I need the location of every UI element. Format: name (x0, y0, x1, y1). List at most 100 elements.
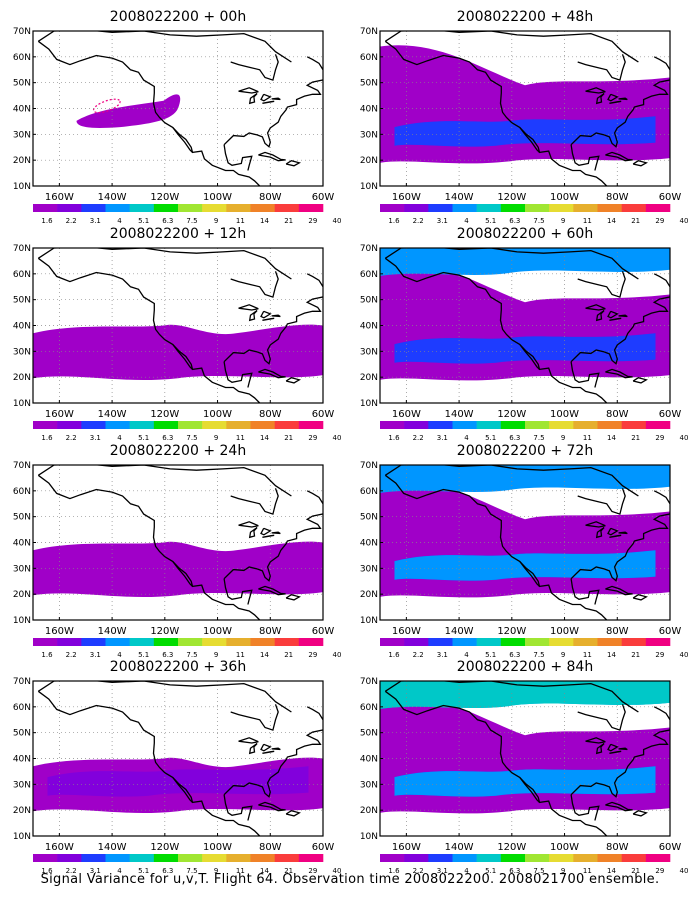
legend-label: 4 (464, 651, 469, 659)
legend-label: 1.6 (388, 651, 400, 659)
legend-swatch (274, 421, 300, 429)
coastline (618, 747, 628, 751)
lat-tick-label: 30N (360, 347, 378, 357)
lon-tick-label: 120W (150, 626, 179, 637)
legend-label: 2.2 (413, 867, 424, 875)
legend-swatch (298, 421, 324, 429)
legend-label: 3.1 (90, 867, 101, 875)
legend-label: 5.1 (485, 217, 496, 225)
variance-shading (394, 766, 656, 797)
legend-label: 7.5 (533, 867, 544, 875)
legend-label: 14 (260, 651, 269, 659)
legend-label: 5.1 (138, 867, 149, 875)
coastline (262, 750, 275, 754)
lon-tick-label: 140W (98, 192, 127, 203)
coastline (230, 271, 279, 298)
legend-label: 4 (464, 434, 469, 442)
lat-tick-label: 40N (360, 539, 378, 549)
legend-label: 14 (607, 217, 616, 225)
lon-tick-label: 60W (312, 192, 335, 203)
legend-label: 9 (214, 651, 218, 659)
coastline (37, 40, 261, 186)
coastline (384, 474, 608, 620)
lat-tick-label: 60N (13, 487, 31, 497)
legend-swatch (428, 204, 453, 212)
legend-label: 40 (333, 867, 342, 875)
legend-label: 4 (117, 217, 122, 225)
color-legend: 1.6 2.2 3.1 4 5.1 6.3 7.5 9 11 14 21 29 40 (33, 854, 341, 875)
coastline (230, 704, 279, 731)
panel-title: 2008022200 + 12h (110, 226, 246, 242)
lat-tick-label: 50N (360, 513, 378, 523)
legend-label: 29 (655, 867, 664, 875)
coastline (37, 31, 292, 63)
legend-swatch (57, 638, 82, 646)
lat-tick-label: 60N (13, 270, 31, 280)
coastline (609, 534, 622, 538)
lat-tick-label: 50N (13, 296, 31, 306)
legend-swatch (57, 854, 82, 862)
lon-tick-label: 140W (445, 626, 474, 637)
legend-label: 7.5 (186, 434, 197, 442)
coastline (271, 97, 281, 101)
coastline (632, 159, 649, 167)
legend-label: 1.6 (388, 217, 400, 225)
lon-tick-label: 160W (45, 842, 74, 853)
coastline (618, 314, 628, 318)
legend-label: 9 (561, 434, 565, 442)
coastline (285, 809, 301, 817)
lon-tick-label: 80W (259, 842, 282, 853)
legend-label: 3.1 (437, 651, 448, 659)
lat-tick-label: 40N (360, 755, 378, 765)
coastline (37, 248, 292, 280)
legend-label: 29 (308, 217, 317, 225)
lat-tick-label: 50N (13, 729, 31, 739)
coastline (248, 309, 258, 322)
lon-tick-label: 100W (203, 192, 232, 203)
legend-swatch (549, 421, 574, 429)
legend-swatch (380, 421, 405, 429)
legend-label: 7.5 (186, 867, 197, 875)
coastline (271, 314, 281, 318)
coastline (618, 531, 628, 535)
legend-swatch (500, 854, 526, 862)
legend-label: 21 (284, 651, 293, 659)
legend-label: 11 (236, 651, 245, 659)
legend-swatch (153, 421, 179, 429)
coastline (570, 144, 600, 171)
legend-swatch (202, 204, 227, 212)
lat-tick-label: 40N (13, 105, 31, 115)
lat-tick-label: 10N (360, 616, 378, 626)
variance-shading (33, 324, 323, 380)
legend-label: 6.3 (162, 867, 173, 875)
legend-swatch (81, 421, 106, 429)
legend-swatch (105, 204, 130, 212)
legend-label: 29 (308, 651, 317, 659)
legend-label: 11 (583, 217, 592, 225)
lat-tick-label: 10N (13, 832, 31, 842)
legend-label: 21 (631, 217, 640, 225)
legend-swatch (621, 204, 647, 212)
legend-label: 29 (655, 434, 664, 442)
legend-label: 29 (308, 867, 317, 875)
lon-tick-label: 60W (659, 626, 682, 637)
lon-tick-label: 120W (150, 192, 179, 203)
legend-swatch (404, 854, 429, 862)
lon-tick-label: 60W (659, 409, 682, 420)
variance-shading (380, 465, 670, 493)
lat-tick-label: 70N (13, 461, 31, 471)
legend-label: 3.1 (90, 217, 101, 225)
legend-label: 29 (655, 651, 664, 659)
coastline (384, 257, 608, 403)
legend-swatch (129, 421, 155, 429)
legend-label: 14 (260, 217, 269, 225)
lat-tick-label: 10N (13, 616, 31, 626)
legend-label: 7.5 (186, 651, 197, 659)
legend-swatch (226, 638, 251, 646)
panel-title: 2008022200 + 36h (110, 659, 246, 675)
lat-tick-label: 50N (13, 79, 31, 89)
lon-tick-label: 120W (150, 842, 179, 853)
coastline (172, 127, 193, 153)
lat-tick-label: 20N (13, 373, 31, 383)
coastline (172, 344, 193, 370)
